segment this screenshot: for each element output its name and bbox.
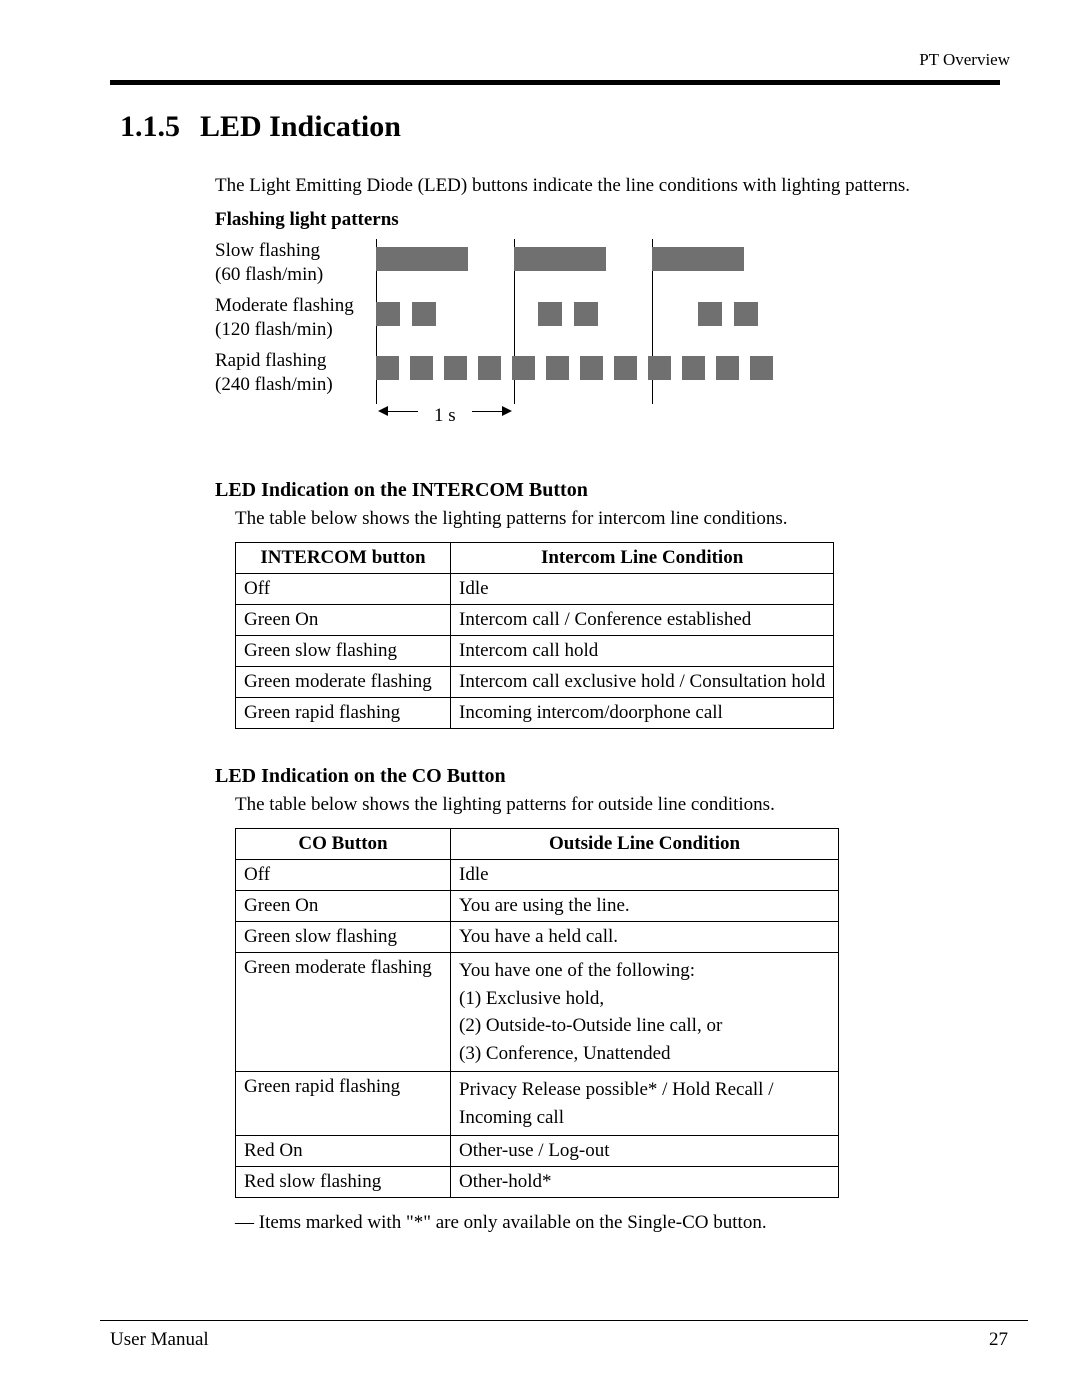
table-cell: Green On	[236, 891, 451, 922]
table-row: Green moderate flashingYou have one of t…	[236, 953, 839, 1072]
flash-block	[478, 356, 501, 380]
co-table: CO Button Outside Line Condition OffIdle…	[235, 828, 839, 1198]
table-cell: Intercom call exclusive hold / Consultat…	[451, 667, 834, 698]
flash-block	[444, 356, 467, 380]
flash-pattern-figure: Slow flashing(60 flash/min) Moderate fla…	[215, 239, 970, 439]
section-heading: 1.1.5 LED Indication	[120, 110, 980, 144]
flash-block	[614, 356, 637, 380]
footer-left: User Manual	[110, 1329, 209, 1351]
table-cell: Red On	[236, 1136, 451, 1167]
table-cell: Idle	[451, 574, 834, 605]
flash-block	[648, 356, 671, 380]
flash-block	[412, 302, 436, 326]
table-cell: Off	[236, 574, 451, 605]
table-row: Green OnIntercom call / Conference estab…	[236, 605, 834, 636]
intro-text: The Light Emitting Diode (LED) buttons i…	[215, 172, 970, 200]
flash-block	[716, 356, 739, 380]
table-row: Red slow flashingOther-hold*	[236, 1167, 839, 1198]
flash-block	[538, 302, 562, 326]
flash-label-moderate: Moderate flashing(120 flash/min)	[215, 294, 354, 349]
patterns-heading: Flashing light patterns	[215, 206, 970, 234]
table-cell: Green rapid flashing	[236, 1072, 451, 1136]
page-number: 27	[989, 1329, 1008, 1351]
table-cell: Green slow flashing	[236, 636, 451, 667]
table-row: Green rapid flashingIncoming intercom/do…	[236, 698, 834, 729]
header-right: PT Overview	[120, 50, 1010, 70]
timescale-marker: 1 s	[376, 402, 514, 430]
footnote: — Items marked with "*" are only availab…	[235, 1212, 980, 1234]
intercom-text: The table below shows the lighting patte…	[235, 508, 980, 530]
table-cell: Green On	[236, 605, 451, 636]
table-row: Green moderate flashingIntercom call exc…	[236, 667, 834, 698]
table-cell: You have a held call.	[451, 922, 839, 953]
co-text: The table below shows the lighting patte…	[235, 794, 980, 816]
table-cell: You have one of the following:(1) Exclus…	[451, 953, 839, 1072]
section-number: 1.1.5	[120, 110, 180, 144]
table-header: INTERCOM button	[236, 543, 451, 574]
table-header: CO Button	[236, 829, 451, 860]
flash-diagram: 1 s	[376, 239, 796, 439]
table-cell: Other-use / Log-out	[451, 1136, 839, 1167]
flash-block	[734, 302, 758, 326]
table-cell: Idle	[451, 860, 839, 891]
table-cell: Red slow flashing	[236, 1167, 451, 1198]
flash-block	[750, 356, 773, 380]
section-title: LED Indication	[200, 110, 401, 143]
table-row: Green rapid flashingPrivacy Release poss…	[236, 1072, 839, 1136]
table-cell: Green moderate flashing	[236, 953, 451, 1072]
table-cell: You are using the line.	[451, 891, 839, 922]
flash-label-rapid: Rapid flashing(240 flash/min)	[215, 349, 354, 404]
table-cell: Incoming intercom/doorphone call	[451, 698, 834, 729]
table-row: OffIdle	[236, 860, 839, 891]
flash-block	[574, 302, 598, 326]
table-cell: Privacy Release possible* / Hold Recall …	[451, 1072, 839, 1136]
flash-block	[512, 356, 535, 380]
table-cell: Green rapid flashing	[236, 698, 451, 729]
table-row: Green slow flashingYou have a held call.	[236, 922, 839, 953]
flash-block	[376, 302, 400, 326]
flash-label-slow: Slow flashing(60 flash/min)	[215, 239, 354, 294]
table-cell: Intercom call / Conference established	[451, 605, 834, 636]
table-row: OffIdle	[236, 574, 834, 605]
co-heading: LED Indication on the CO Button	[215, 765, 980, 788]
table-header: Outside Line Condition	[451, 829, 839, 860]
table-cell: Other-hold*	[451, 1167, 839, 1198]
flash-block	[514, 247, 606, 271]
table-header: Intercom Line Condition	[451, 543, 834, 574]
table-cell: Intercom call hold	[451, 636, 834, 667]
flash-block	[682, 356, 705, 380]
top-double-rule	[110, 80, 1000, 85]
table-row: Red OnOther-use / Log-out	[236, 1136, 839, 1167]
table-row: Green OnYou are using the line.	[236, 891, 839, 922]
table-cell: Off	[236, 860, 451, 891]
flash-block	[376, 356, 399, 380]
footer-rule	[100, 1320, 1028, 1321]
table-cell: Green moderate flashing	[236, 667, 451, 698]
table-row: Green slow flashingIntercom call hold	[236, 636, 834, 667]
flash-block	[580, 356, 603, 380]
intercom-heading: LED Indication on the INTERCOM Button	[215, 479, 980, 502]
flash-block	[410, 356, 433, 380]
table-cell: Green slow flashing	[236, 922, 451, 953]
flash-block	[376, 247, 468, 271]
intercom-table: INTERCOM button Intercom Line Condition …	[235, 542, 834, 729]
flash-block	[546, 356, 569, 380]
flash-block	[652, 247, 744, 271]
flash-block	[698, 302, 722, 326]
